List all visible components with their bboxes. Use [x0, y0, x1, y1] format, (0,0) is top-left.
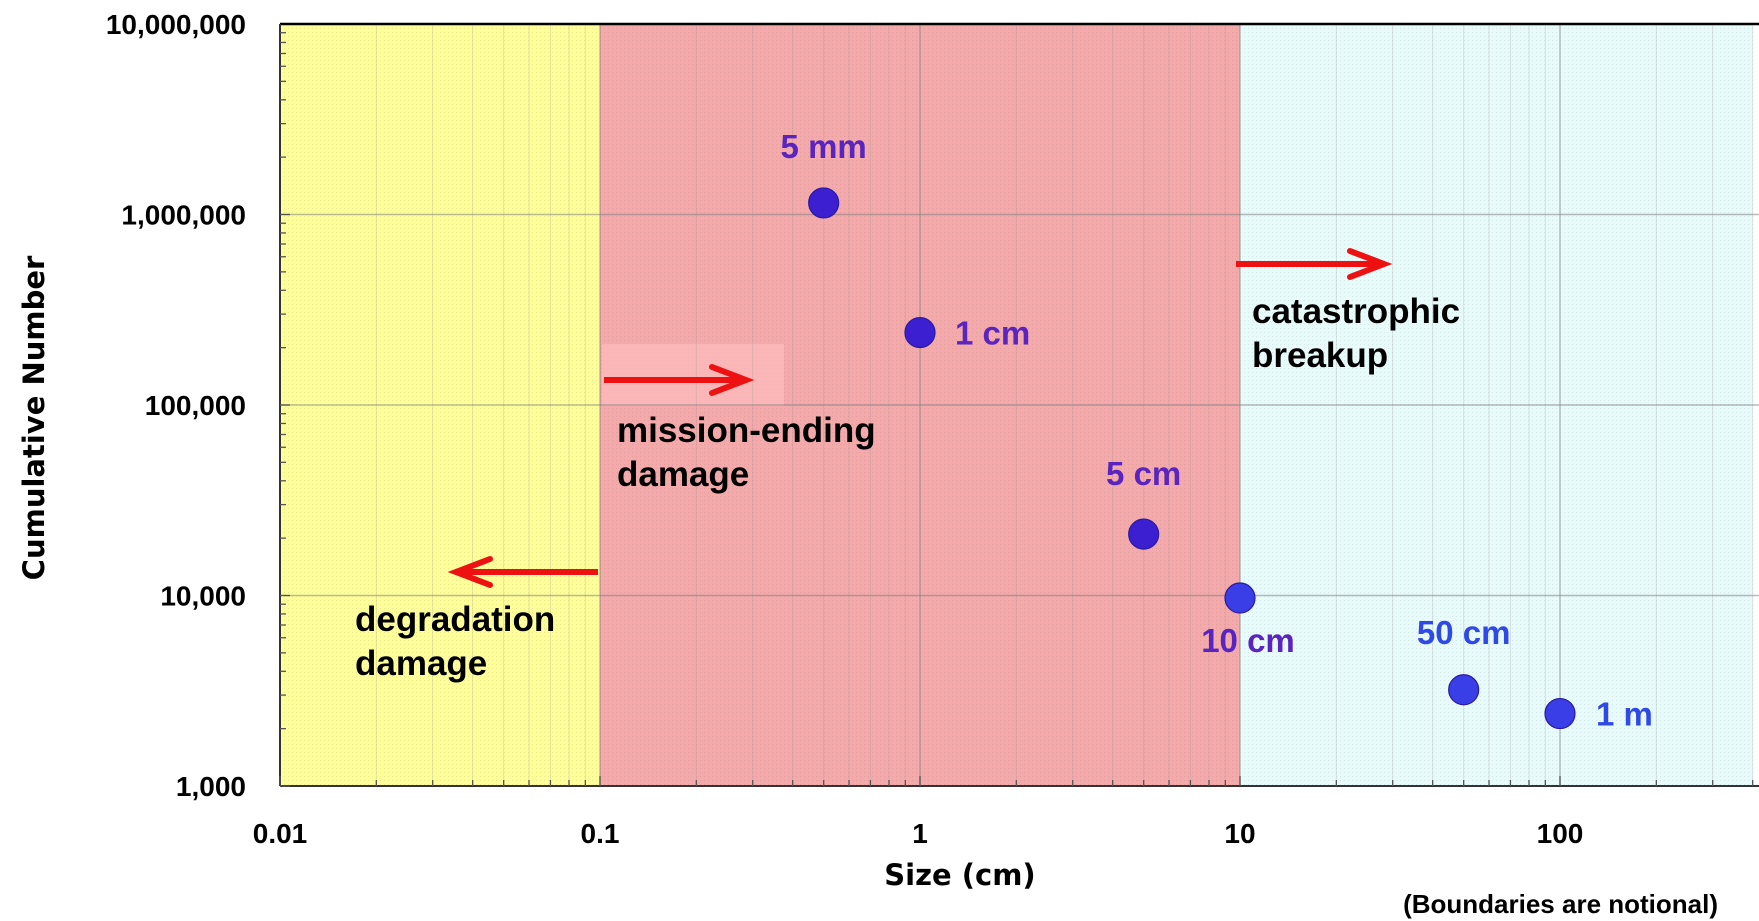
zone-label-mission-line2: damage	[617, 455, 749, 494]
points-layer	[808, 187, 1576, 730]
mission-arrow-head	[709, 364, 755, 396]
data-point	[1544, 697, 1576, 730]
catastrophic-arrow-head	[1347, 248, 1393, 280]
point-label: 1 m	[1596, 696, 1653, 733]
y-tick-label: 10,000,000	[106, 9, 246, 40]
point-label: 1 cm	[955, 315, 1030, 352]
zone-label-degradation-line1: degradation	[355, 600, 555, 639]
y-axis-title: Cumulative Number	[17, 255, 51, 580]
grid-layer	[279, 23, 1759, 787]
data-point	[1448, 674, 1480, 706]
zone-label-catastrophic-line2: breakup	[1252, 336, 1388, 375]
x-axis-title: Size (cm)	[884, 858, 1035, 892]
point-labels: 5 mm 1 cm 5 cm 10 cm 50 cm 1 m	[781, 128, 1653, 733]
data-point	[808, 187, 840, 219]
x-tick-labels: 0.01 0.1 1 10 100	[253, 818, 1584, 849]
zone-label-degradation-line2: damage	[355, 644, 487, 683]
data-point	[1128, 518, 1160, 550]
arrow-highlight	[602, 344, 784, 406]
point-label: 50 cm	[1417, 614, 1511, 651]
axes-layer	[279, 22, 1759, 787]
zone-label-mission-line1: mission-ending	[617, 411, 876, 450]
y-tick-labels: 1,000 10,000 100,000 1,000,000 10,000,00…	[106, 9, 246, 802]
data-point	[1224, 582, 1256, 614]
point-label: 5 mm	[781, 128, 867, 165]
x-tick-label: 10	[1224, 818, 1255, 849]
y-tick-label: 10,000	[160, 581, 246, 612]
zone-label-catastrophic-line1: catastrophic	[1252, 292, 1460, 331]
x-tick-label: 0.01	[253, 818, 308, 849]
y-tick-label: 1,000,000	[121, 200, 246, 231]
y-tick-label: 1,000	[176, 771, 246, 802]
zone-labels: degradation damage mission-ending damage…	[355, 292, 1460, 683]
boundaries-note: (Boundaries are notional)	[1403, 889, 1718, 919]
point-label: 10 cm	[1201, 622, 1295, 659]
x-tick-label: 100	[1537, 818, 1584, 849]
arrows-layer	[447, 248, 1393, 588]
data-point	[904, 316, 936, 349]
x-tick-label: 1	[912, 818, 928, 849]
y-tick-label: 100,000	[145, 390, 246, 421]
point-label: 5 cm	[1106, 455, 1181, 492]
degradation-arrow-head	[447, 556, 493, 588]
x-tick-label: 0.1	[581, 818, 620, 849]
